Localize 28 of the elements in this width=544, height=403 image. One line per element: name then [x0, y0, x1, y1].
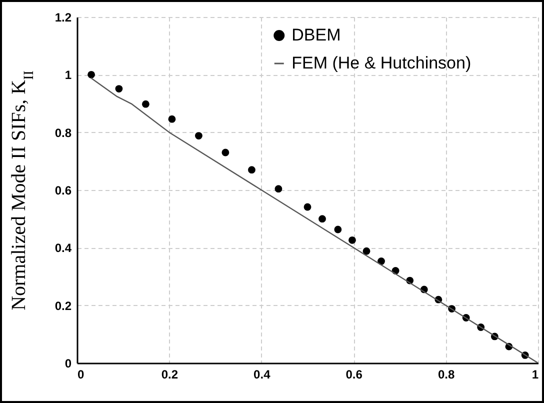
x-tick-label: 0.2	[161, 368, 178, 382]
point	[222, 148, 230, 156]
x-tick-label: 0.4	[254, 368, 271, 382]
legend-label: FEM (He & Hutchinson)	[292, 54, 472, 72]
point	[334, 226, 342, 234]
x-tick-label: 0.6	[346, 368, 363, 382]
point	[194, 132, 202, 140]
point	[318, 215, 326, 223]
point	[274, 185, 282, 193]
y-tick-label: 1	[64, 68, 72, 82]
y-tick-label: 1.2	[54, 10, 72, 24]
x-tick-label: 0.8	[438, 368, 455, 382]
x-tick-label: 1	[532, 368, 539, 382]
y-tick-label: 0.6	[54, 184, 72, 198]
point	[142, 100, 150, 108]
point	[304, 203, 312, 211]
y-tick-label: 0.2	[54, 298, 72, 313]
point	[348, 236, 356, 244]
point	[168, 115, 176, 123]
point	[362, 247, 370, 255]
point	[248, 166, 256, 174]
y-tick-label: 0	[64, 356, 72, 370]
legend-label: DBEM	[292, 26, 341, 44]
x-tick-label: 0	[78, 368, 84, 382]
y-tick-label: 0.8	[54, 126, 72, 140]
point	[115, 85, 123, 92]
point	[88, 70, 95, 78]
y-tick-label: 0.4	[54, 241, 72, 256]
